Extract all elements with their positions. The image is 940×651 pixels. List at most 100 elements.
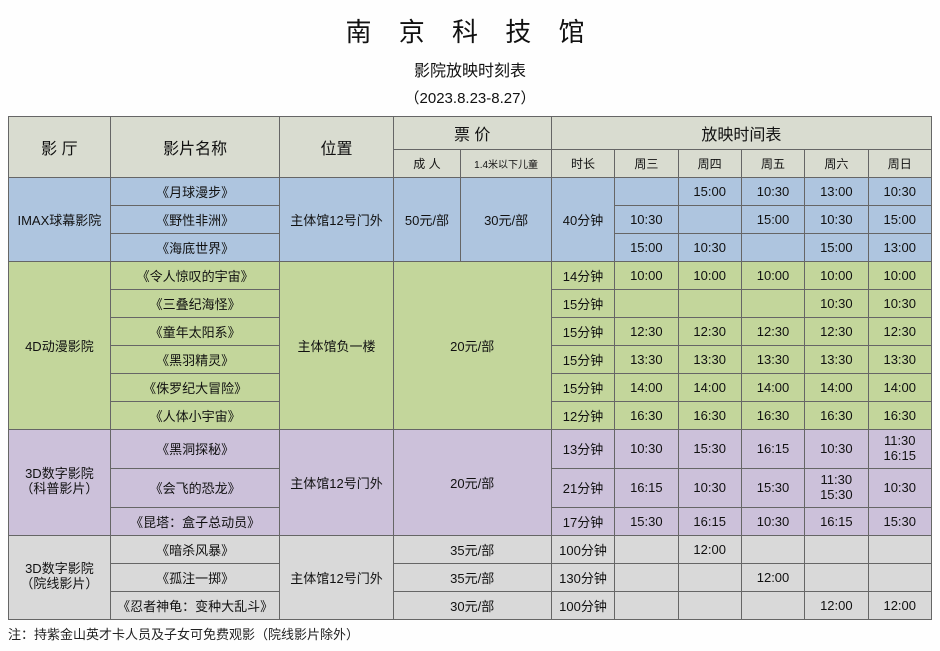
- film-name: 《海底世界》: [110, 234, 280, 262]
- showtime: [678, 290, 741, 318]
- showtime: 16:30: [678, 402, 741, 430]
- col-price-child: 1.4米以下儿童: [461, 150, 551, 178]
- showtime: [741, 591, 804, 619]
- showtime: 13:00: [868, 234, 932, 262]
- page-daterange: （2023.8.23-8.27）: [8, 87, 932, 108]
- price-child: 30元/部: [461, 178, 551, 262]
- showtime: 10:00: [678, 262, 741, 290]
- showtime: 12:30: [678, 318, 741, 346]
- showtime: [615, 535, 678, 563]
- col-day-sat: 周六: [805, 150, 868, 178]
- showtime: [741, 234, 804, 262]
- film-duration: 21分钟: [551, 468, 614, 507]
- showtime: 15:30: [615, 507, 678, 535]
- film-name: 《童年太阳系》: [110, 318, 280, 346]
- price: 20元/部: [393, 262, 551, 430]
- showtime: 10:30: [868, 468, 932, 507]
- film-duration: 40分钟: [551, 178, 614, 262]
- showtime: [615, 178, 678, 206]
- showtime: 10:30: [741, 507, 804, 535]
- col-location: 位置: [280, 117, 393, 178]
- film-duration: 14分钟: [551, 262, 614, 290]
- showtime: 12:30: [805, 318, 868, 346]
- film-name: 《昆塔：盒子总动员》: [110, 507, 280, 535]
- price-adult: 50元/部: [393, 178, 461, 262]
- showtime: 12:00: [741, 563, 804, 591]
- showtime: 14:00: [805, 374, 868, 402]
- showtime: 13:30: [868, 346, 932, 374]
- showtime: 13:30: [615, 346, 678, 374]
- showtime: 15:30: [678, 430, 741, 469]
- film-name: 《黑洞探秘》: [110, 430, 280, 469]
- showtime: [678, 206, 741, 234]
- film-duration: 13分钟: [551, 430, 614, 469]
- schedule-table: 影 厅 影片名称 位置 票 价 放映时间表 成 人 1.4米以下儿童 时长 周三…: [8, 116, 932, 620]
- showtime: [741, 290, 804, 318]
- col-price: 票 价: [393, 117, 551, 150]
- showtime: 16:15: [678, 507, 741, 535]
- hall-name: IMAX球幕影院: [9, 178, 111, 262]
- col-day-thu: 周四: [678, 150, 741, 178]
- film-name: 《三叠纪海怪》: [110, 290, 280, 318]
- showtime: 12:00: [678, 535, 741, 563]
- showtime: 10:30: [805, 430, 868, 469]
- col-duration: 时长: [551, 150, 614, 178]
- showtime: 10:30: [805, 290, 868, 318]
- showtime: 10:00: [615, 262, 678, 290]
- showtime: 16:15: [805, 507, 868, 535]
- showtime: 15:30: [741, 468, 804, 507]
- showtime: 14:00: [615, 374, 678, 402]
- showtime: 13:30: [805, 346, 868, 374]
- showtime: 12:30: [868, 318, 932, 346]
- showtime: 15:00: [741, 206, 804, 234]
- showtime: [615, 591, 678, 619]
- film-name: 《令人惊叹的宇宙》: [110, 262, 280, 290]
- col-day-fri: 周五: [741, 150, 804, 178]
- showtime: 10:30: [678, 468, 741, 507]
- page-subtitle: 影院放映时刻表: [8, 57, 932, 81]
- showtime: [678, 591, 741, 619]
- price: 30元/部: [393, 591, 551, 619]
- showtime: 16:30: [805, 402, 868, 430]
- showtime: [805, 563, 868, 591]
- film-duration: 17分钟: [551, 507, 614, 535]
- film-name: 《黑羽精灵》: [110, 346, 280, 374]
- film-name: 《月球漫步》: [110, 178, 280, 206]
- film-name: 《人体小宇宙》: [110, 402, 280, 430]
- col-film: 影片名称: [110, 117, 280, 178]
- showtime: 15:30: [868, 507, 932, 535]
- showtime: 10:30: [678, 234, 741, 262]
- showtime: 10:00: [805, 262, 868, 290]
- hall-location: 主体馆12号门外: [280, 430, 393, 536]
- film-duration: 130分钟: [551, 563, 614, 591]
- film-name: 《孤注一掷》: [110, 563, 280, 591]
- showtime: 12:00: [805, 591, 868, 619]
- price: 35元/部: [393, 535, 551, 563]
- showtime: [741, 535, 804, 563]
- showtime: 11:3015:30: [805, 468, 868, 507]
- page-title: 南 京 科 技 馆: [8, 12, 932, 49]
- showtime: 10:30: [741, 178, 804, 206]
- hall-name: 4D动漫影院: [9, 262, 111, 430]
- showtime: 10:30: [868, 290, 932, 318]
- showtime: 16:30: [615, 402, 678, 430]
- price: 20元/部: [393, 430, 551, 536]
- price: 35元/部: [393, 563, 551, 591]
- film-duration: 15分钟: [551, 290, 614, 318]
- showtime: 15:00: [678, 178, 741, 206]
- showtime: [615, 563, 678, 591]
- film-duration: 12分钟: [551, 402, 614, 430]
- col-day-sun: 周日: [868, 150, 932, 178]
- showtime: 14:00: [678, 374, 741, 402]
- showtime: 16:30: [741, 402, 804, 430]
- hall-name: 3D数字影院（院线影片）: [9, 535, 111, 619]
- col-hall: 影 厅: [9, 117, 111, 178]
- film-duration: 15分钟: [551, 318, 614, 346]
- film-duration: 15分钟: [551, 374, 614, 402]
- col-price-adult: 成 人: [393, 150, 461, 178]
- showtime: 11:3016:15: [868, 430, 932, 469]
- film-name: 《会飞的恐龙》: [110, 468, 280, 507]
- hall-location: 主体馆负一楼: [280, 262, 393, 430]
- showtime: 10:30: [805, 206, 868, 234]
- showtime: 10:30: [868, 178, 932, 206]
